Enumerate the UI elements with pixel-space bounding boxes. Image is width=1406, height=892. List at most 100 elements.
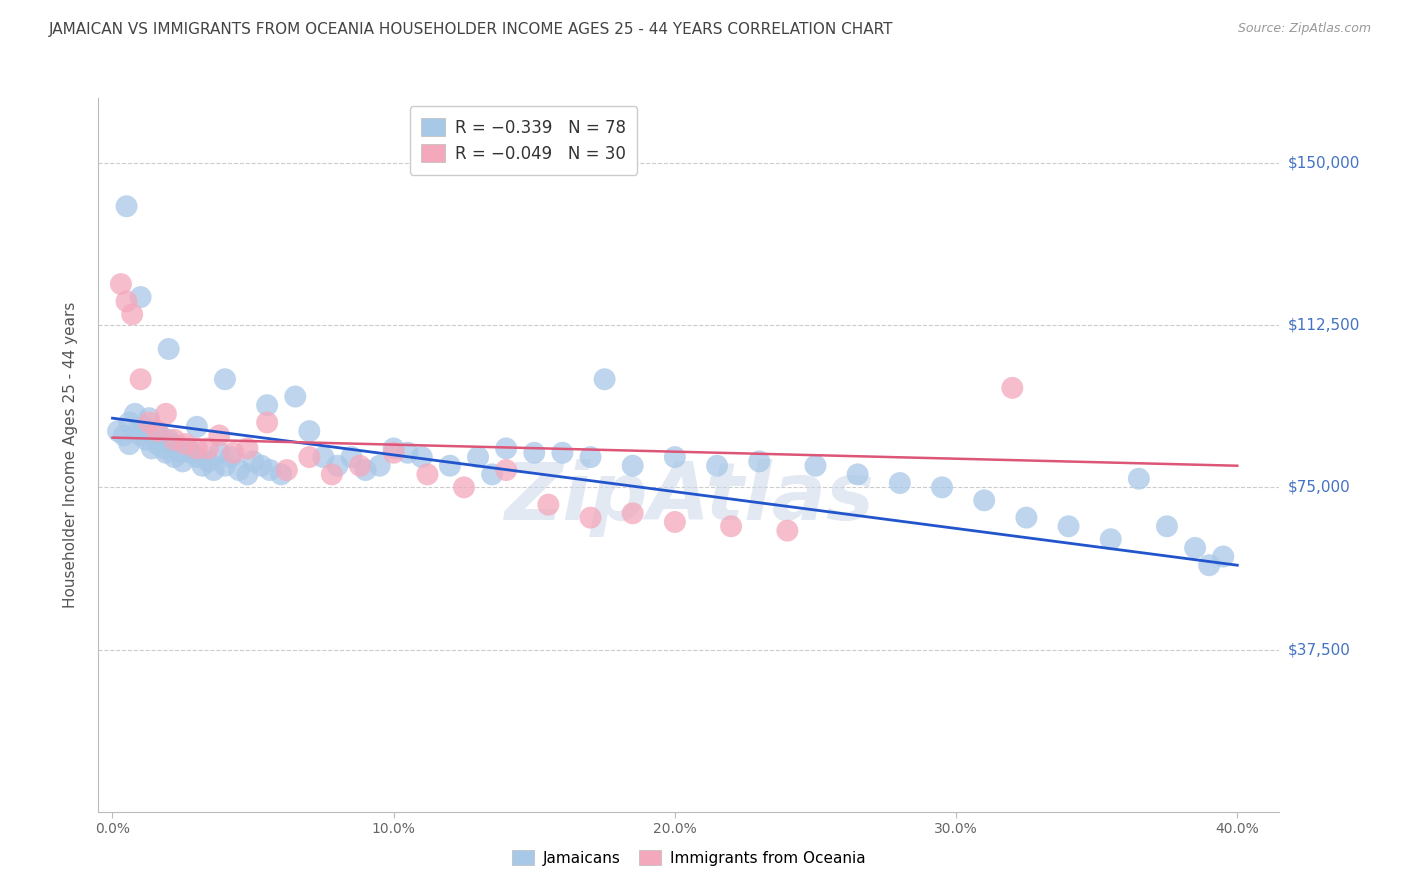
Point	[186, 442, 208, 456]
Point	[495, 442, 517, 456]
Text: JAMAICAN VS IMMIGRANTS FROM OCEANIA HOUSEHOLDER INCOME AGES 25 - 44 YEARS CORREL: JAMAICAN VS IMMIGRANTS FROM OCEANIA HOUS…	[49, 22, 894, 37]
Point	[1198, 558, 1220, 573]
Point	[354, 463, 377, 477]
Point	[132, 419, 155, 434]
Point	[155, 446, 177, 460]
Point	[382, 442, 405, 456]
Point	[1057, 519, 1080, 533]
Point	[804, 458, 827, 473]
Point	[118, 416, 141, 430]
Text: $150,000: $150,000	[1288, 155, 1360, 170]
Point	[481, 467, 503, 482]
Point	[228, 463, 250, 477]
Point	[259, 463, 281, 477]
Point	[537, 498, 560, 512]
Point	[141, 442, 163, 456]
Point	[127, 424, 149, 438]
Point	[349, 458, 371, 473]
Point	[191, 458, 214, 473]
Legend: Jamaicans, Immigrants from Oceania: Jamaicans, Immigrants from Oceania	[506, 844, 872, 871]
Point	[340, 450, 363, 464]
Point	[931, 480, 953, 494]
Point	[163, 433, 186, 447]
Point	[242, 454, 264, 468]
Point	[208, 428, 231, 442]
Point	[115, 199, 138, 213]
Point	[222, 446, 245, 460]
Point	[551, 446, 574, 460]
Point	[157, 342, 180, 356]
Point	[382, 446, 405, 460]
Point	[214, 372, 236, 386]
Point	[326, 458, 349, 473]
Y-axis label: Householder Income Ages 25 - 44 years: Householder Income Ages 25 - 44 years	[63, 301, 77, 608]
Point	[250, 458, 273, 473]
Point	[889, 476, 911, 491]
Point	[169, 446, 191, 460]
Point	[467, 450, 489, 464]
Point	[256, 398, 278, 412]
Point	[1184, 541, 1206, 555]
Point	[149, 428, 172, 442]
Point	[298, 424, 321, 438]
Text: $112,500: $112,500	[1288, 318, 1360, 333]
Point	[152, 442, 174, 456]
Point	[706, 458, 728, 473]
Point	[776, 524, 799, 538]
Point	[579, 510, 602, 524]
Point	[129, 428, 152, 442]
Point	[621, 506, 644, 520]
Point	[138, 411, 160, 425]
Point	[208, 446, 231, 460]
Point	[118, 437, 141, 451]
Point	[172, 454, 194, 468]
Point	[748, 454, 770, 468]
Point	[163, 450, 186, 464]
Point	[621, 458, 644, 473]
Point	[1156, 519, 1178, 533]
Point	[368, 458, 391, 473]
Point	[214, 458, 236, 473]
Point	[129, 372, 152, 386]
Point	[495, 463, 517, 477]
Point	[197, 454, 219, 468]
Point	[174, 437, 197, 451]
Point	[1212, 549, 1234, 564]
Point	[157, 433, 180, 447]
Point	[112, 428, 135, 442]
Point	[720, 519, 742, 533]
Point	[143, 424, 166, 438]
Point	[236, 442, 259, 456]
Point	[453, 480, 475, 494]
Point	[321, 467, 343, 482]
Text: $75,000: $75,000	[1288, 480, 1351, 495]
Point	[186, 419, 208, 434]
Point	[270, 467, 292, 482]
Point	[312, 450, 335, 464]
Point	[284, 390, 307, 404]
Point	[664, 450, 686, 464]
Point	[523, 446, 546, 460]
Text: ZipAtlas: ZipAtlas	[503, 458, 875, 537]
Point	[115, 294, 138, 309]
Point	[180, 446, 202, 460]
Point	[107, 424, 129, 438]
Point	[1001, 381, 1024, 395]
Point	[846, 467, 869, 482]
Text: Source: ZipAtlas.com: Source: ZipAtlas.com	[1237, 22, 1371, 36]
Point	[138, 416, 160, 430]
Point	[155, 407, 177, 421]
Point	[256, 416, 278, 430]
Point	[129, 290, 152, 304]
Point	[1128, 472, 1150, 486]
Text: $37,500: $37,500	[1288, 642, 1351, 657]
Point	[276, 463, 298, 477]
Point	[146, 437, 169, 451]
Point	[146, 424, 169, 438]
Point	[1015, 510, 1038, 524]
Point	[202, 463, 225, 477]
Point	[579, 450, 602, 464]
Point	[396, 446, 419, 460]
Point	[593, 372, 616, 386]
Point	[664, 515, 686, 529]
